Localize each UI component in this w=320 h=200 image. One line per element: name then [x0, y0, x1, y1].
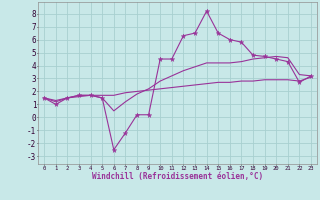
- X-axis label: Windchill (Refroidissement éolien,°C): Windchill (Refroidissement éolien,°C): [92, 172, 263, 181]
